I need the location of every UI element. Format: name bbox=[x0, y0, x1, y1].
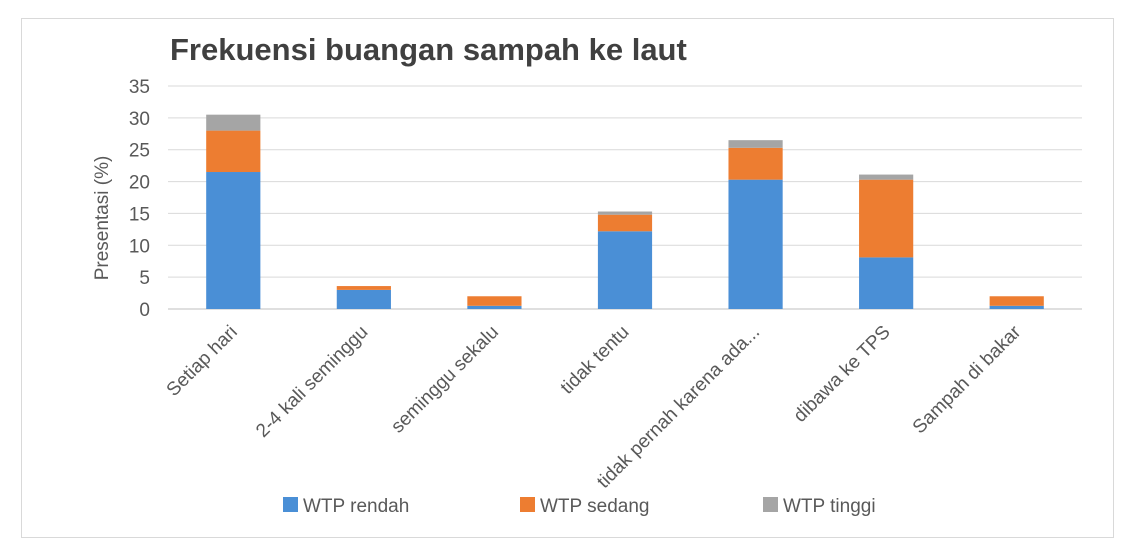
x-tick-label: tidak tentu bbox=[557, 322, 634, 399]
y-tick-label: 25 bbox=[129, 141, 150, 162]
legend-swatch bbox=[283, 497, 298, 512]
y-axis-ticks: 0 5 10 15 20 25 30 35 bbox=[129, 77, 150, 321]
bar-segment-2 bbox=[336, 286, 391, 290]
y-tick-label: 20 bbox=[129, 173, 150, 194]
legend: WTP rendah WTP sedang WTP tinggi bbox=[283, 496, 876, 517]
x-axis-ticks: Setiap hari 2-4 kali seminggu seminggu sek… bbox=[163, 321, 1026, 492]
bar-segment-2 bbox=[728, 147, 783, 180]
chart-title: Frekuensi buangan sampah ke laut bbox=[170, 32, 687, 67]
chart-frame bbox=[21, 18, 1114, 538]
legend-label: WTP tinggi bbox=[783, 496, 876, 517]
y-tick-label: 15 bbox=[129, 204, 150, 225]
bar-segment-1 bbox=[859, 257, 914, 309]
bar-segment-3 bbox=[597, 211, 653, 215]
legend-label: WTP sedang bbox=[540, 496, 649, 517]
y-tick-label: 10 bbox=[129, 236, 150, 257]
grid-layer bbox=[168, 85, 1082, 310]
bar-segment-1 bbox=[728, 179, 783, 309]
bar-segment-1 bbox=[989, 305, 1044, 309]
bar-segment-3 bbox=[728, 140, 783, 148]
bar-segment-2 bbox=[597, 214, 653, 232]
y-tick-label: 30 bbox=[129, 109, 150, 130]
bar-segment-2 bbox=[859, 179, 914, 258]
y-tick-label: 5 bbox=[139, 268, 150, 289]
bar-segment-2 bbox=[467, 296, 522, 306]
legend-label: WTP rendah bbox=[303, 496, 409, 517]
x-tick-label: Setiap hari bbox=[163, 322, 242, 401]
y-tick-label: 35 bbox=[129, 77, 150, 98]
legend-swatch bbox=[763, 497, 778, 512]
x-tick-label: 2-4 kali seminggu bbox=[252, 322, 372, 442]
x-tick-label: Sampah di bakar bbox=[909, 321, 1026, 438]
bar-segment-3 bbox=[859, 174, 914, 180]
x-tick-label: dibawa ke TPS bbox=[790, 322, 895, 427]
bar-segment-1 bbox=[597, 231, 653, 309]
bar-segment-1 bbox=[336, 289, 391, 309]
bar-segment-2 bbox=[989, 296, 1044, 306]
x-tick-label: seminggu sekalu bbox=[387, 322, 503, 438]
legend-swatch bbox=[520, 497, 535, 512]
bar-segment-2 bbox=[206, 130, 261, 173]
y-tick-label: 0 bbox=[139, 300, 150, 321]
bar-segment-1 bbox=[206, 172, 261, 309]
y-axis-label: Presentasi (%) bbox=[92, 156, 113, 281]
bar-segment-1 bbox=[467, 305, 522, 309]
bar-segment-3 bbox=[206, 114, 261, 131]
bars-layer bbox=[206, 114, 1044, 309]
